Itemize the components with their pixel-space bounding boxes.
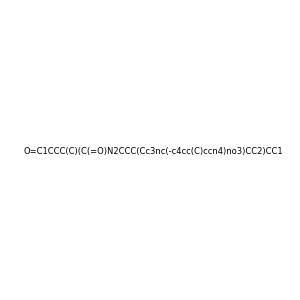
Text: O=C1CCC(C)(C(=O)N2CCC(Cc3nc(-c4cc(C)ccn4)no3)CC2)CC1: O=C1CCC(C)(C(=O)N2CCC(Cc3nc(-c4cc(C)ccn4… (24, 147, 284, 156)
